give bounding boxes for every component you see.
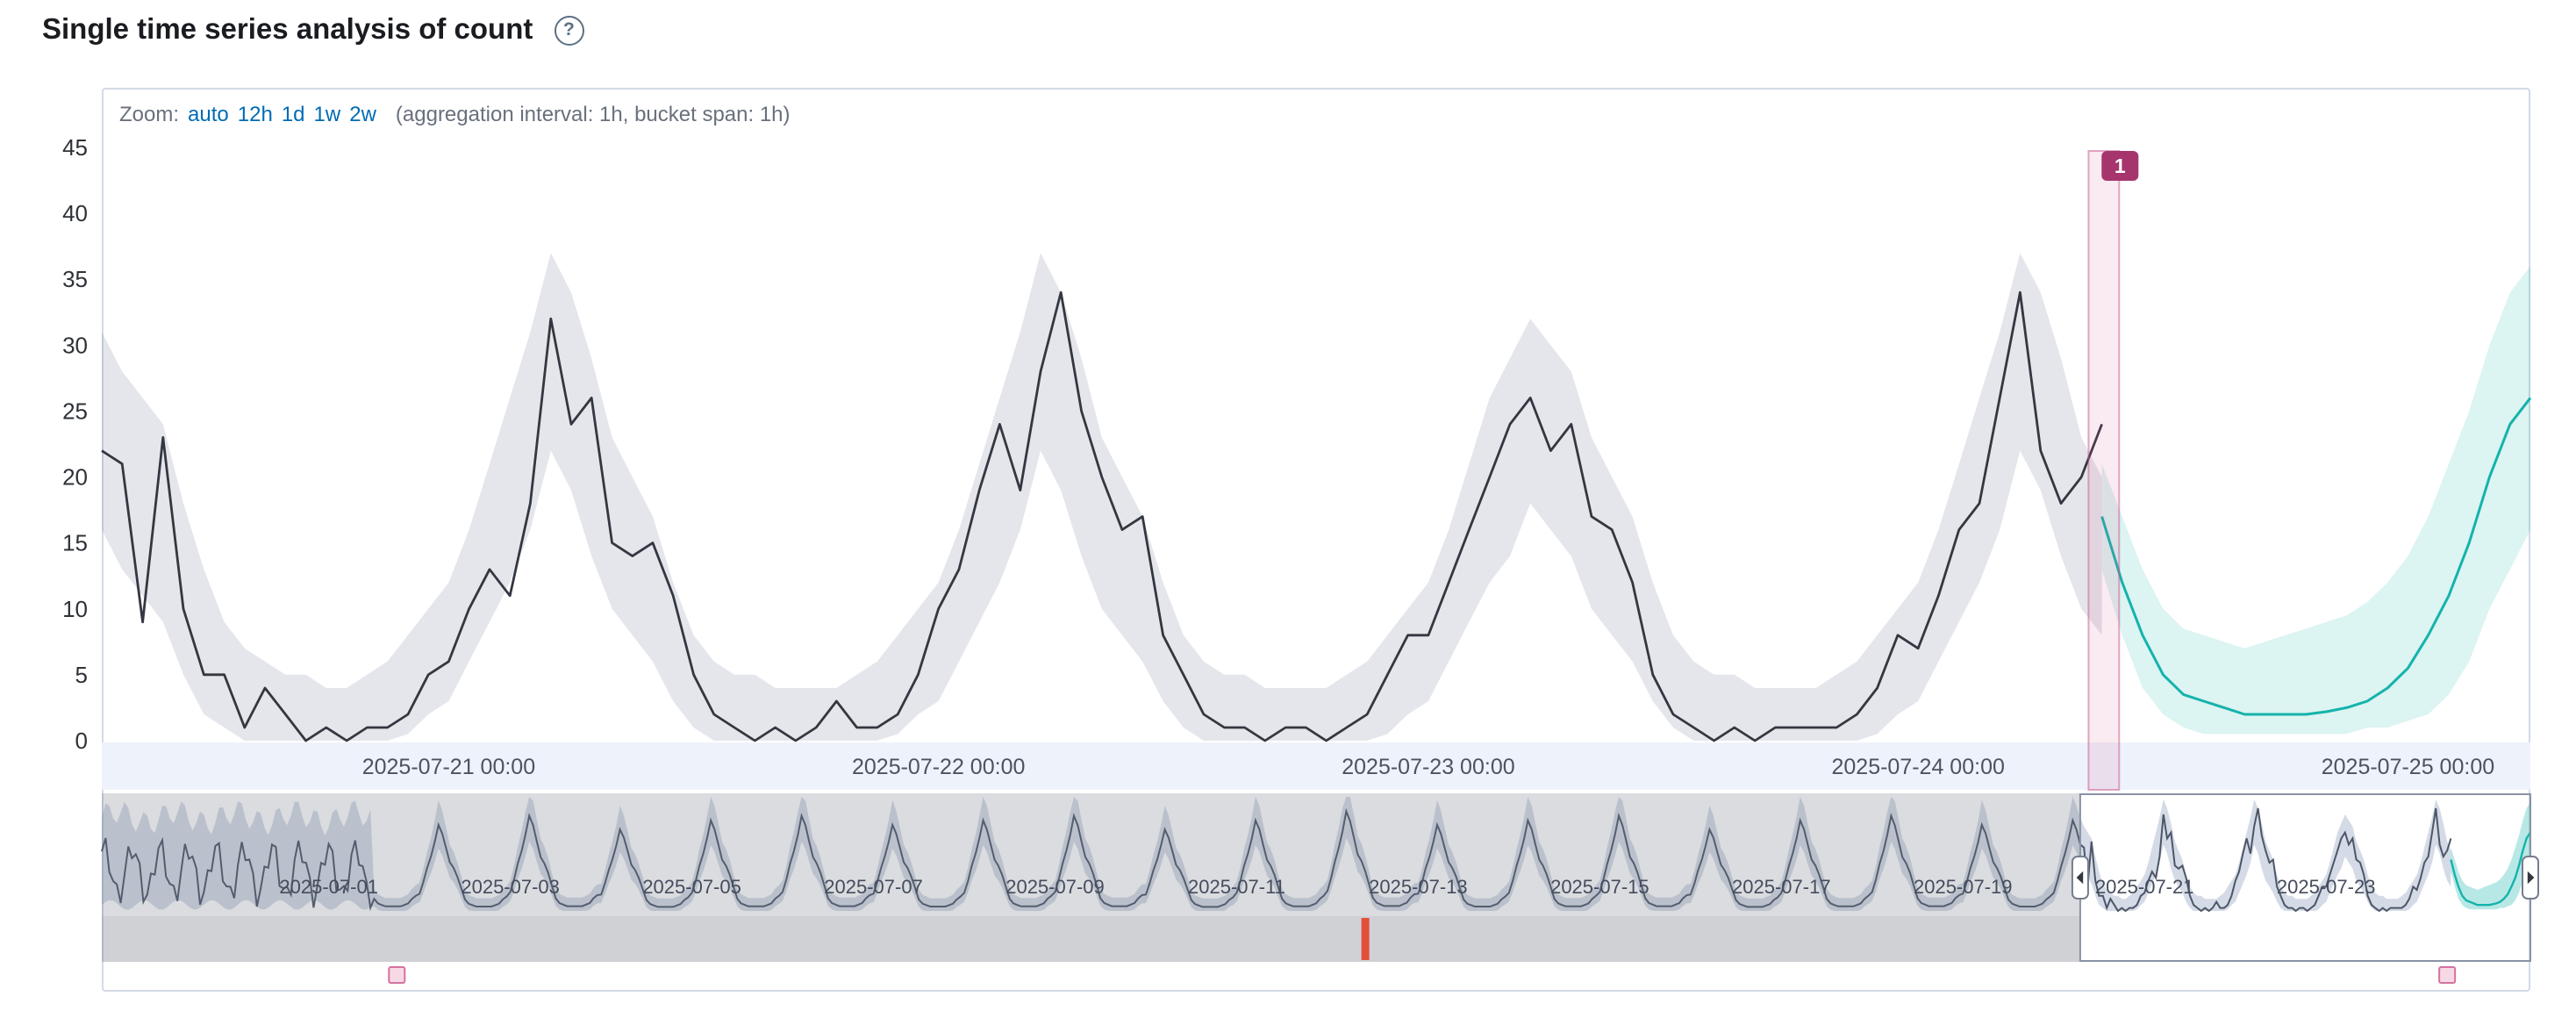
header: Single time series analysis of count ?	[42, 14, 584, 47]
zoom-links: auto 12h 1d 1w 2w	[188, 102, 385, 126]
zoom-controls: Zoom: auto 12h 1d 1w 2w (aggregation interval:…	[119, 102, 791, 126]
context-line	[101, 807, 2452, 913]
y-axis-label: 35	[62, 266, 88, 292]
y-axis-label: 25	[62, 398, 88, 424]
page-title: Single time series analysis of count	[42, 14, 533, 46]
context-axis-label: 2025-07-15	[1550, 876, 1649, 898]
annotation-band[interactable]	[2087, 150, 2121, 791]
y-axis-label: 10	[62, 596, 88, 622]
context-unselected-overlay	[102, 793, 2080, 962]
context-axis-label: 2025-07-13	[1369, 876, 1468, 898]
context-axis-label: 2025-07-03	[461, 876, 560, 898]
actual-line	[101, 290, 2103, 742]
x-axis-label: 2025-07-25 00:00	[2322, 755, 2494, 779]
aggregation-note: (aggregation interval: 1h, bucket span: …	[395, 102, 791, 126]
zoom-option-1d[interactable]: 1d	[281, 102, 305, 126]
swimlane-anomaly-cell[interactable]	[1361, 918, 1370, 960]
context-forecast-area	[2451, 802, 2530, 910]
context-axis-label: 2025-07-23	[2277, 876, 2376, 898]
context-forecast-line	[2450, 831, 2532, 907]
annotation-badge[interactable]	[2101, 151, 2139, 181]
zoom-option-auto[interactable]: auto	[188, 102, 229, 126]
x-axis-label: 2025-07-22 00:00	[852, 755, 1025, 779]
annotation-marker[interactable]	[2438, 966, 2457, 984]
annotation-badge-label: 1	[2114, 154, 2126, 177]
forecast-bounds-area	[2101, 266, 2530, 735]
y-axis-label: 15	[62, 530, 88, 556]
annotation-marker[interactable]	[388, 966, 406, 984]
y-axis-label: 30	[62, 332, 88, 358]
zoom-option-1w[interactable]: 1w	[313, 102, 341, 126]
x-axis-strip	[102, 742, 2530, 790]
x-axis-label: 2025-07-23 00:00	[1342, 755, 1514, 779]
context-bounds-area	[102, 797, 2451, 911]
x-axis-label: 2025-07-24 00:00	[1831, 755, 2004, 779]
y-axis-label: 20	[62, 464, 88, 491]
brush-handle-arrow-left	[2076, 871, 2084, 885]
context-axis-label: 2025-07-21	[2095, 876, 2194, 898]
model-bounds-area	[102, 253, 2102, 741]
zoom-option-12h[interactable]: 12h	[237, 102, 273, 126]
context-axis-label: 2025-07-19	[1914, 876, 2013, 898]
anomaly-swimlane-track	[102, 916, 2080, 962]
help-icon[interactable]: ?	[554, 16, 584, 46]
y-axis-label: 45	[62, 134, 88, 161]
context-axis-label: 2025-07-07	[824, 876, 923, 898]
brush-handle-arrow-right	[2527, 871, 2535, 885]
y-axis-label: 5	[75, 662, 88, 688]
x-axis-label: 2025-07-21 00:00	[362, 755, 535, 779]
zoom-option-2w[interactable]: 2w	[349, 102, 376, 126]
y-axis-label: 0	[75, 728, 88, 754]
forecast-line	[2100, 397, 2532, 716]
context-axis-label: 2025-07-05	[642, 876, 741, 898]
y-axis-label: 40	[62, 200, 88, 226]
context-axis-label: 2025-07-17	[1732, 876, 1831, 898]
zoom-label: Zoom:	[119, 102, 180, 126]
context-axis-label: 2025-07-09	[1005, 876, 1105, 898]
chart-panel	[102, 88, 2530, 992]
context-axis-label: 2025-07-11	[1188, 876, 1285, 898]
context-axis-label: 2025-07-01	[279, 876, 378, 898]
